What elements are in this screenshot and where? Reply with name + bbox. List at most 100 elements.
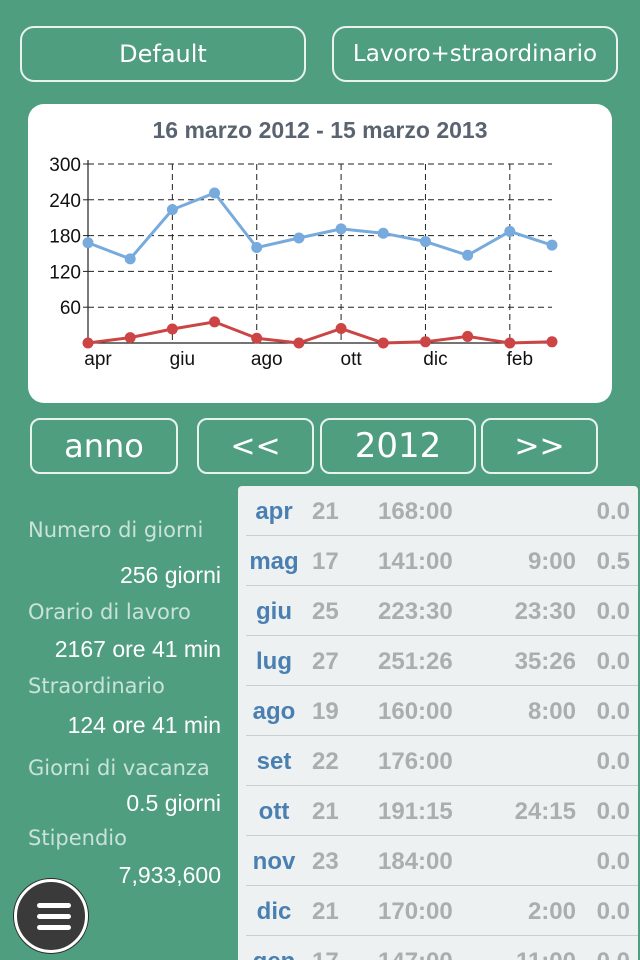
series-point-1 (82, 337, 94, 349)
y-tick-label: 180 (49, 227, 81, 248)
month-cell: dic (256, 898, 292, 925)
series-point-0 (419, 236, 431, 248)
vacation-cell: 0.0 (596, 898, 630, 925)
table-row[interactable]: nov 23 184:00 0.0 (238, 836, 638, 886)
hours-cell: 141:00 (378, 548, 453, 575)
hours-cell: 170:00 (378, 898, 453, 925)
overtime-cell: 23:30 (514, 598, 576, 625)
overtime-cell: 24:15 (514, 798, 576, 825)
series-point-1 (293, 337, 305, 349)
series-point-1 (419, 336, 431, 348)
y-tick-label: 300 (49, 155, 81, 176)
table-row[interactable]: apr 21 168:00 0.0 (238, 486, 638, 536)
row-separator (246, 585, 638, 586)
vacation-cell: 0.0 (596, 648, 630, 675)
hours-cell: 176:00 (378, 748, 453, 775)
month-cell: apr (255, 498, 293, 525)
row-separator (246, 685, 638, 686)
default-button[interactable]: Default (20, 26, 306, 82)
overtime-cell: 9:00 (527, 548, 576, 575)
vacation-cell: 0.0 (596, 598, 630, 625)
vacation-days-label: Giorni di vacanza (28, 756, 210, 780)
x-tick-label: feb (507, 349, 533, 370)
row-separator (246, 835, 638, 836)
series-line-0 (87, 191, 553, 261)
y-tick-label: 240 (49, 191, 81, 212)
days-cell: 17 (312, 548, 339, 575)
vacation-cell: 0.0 (596, 698, 630, 725)
y-tick-label: 60 (60, 298, 81, 319)
overtime-cell: 2:00 (527, 898, 576, 925)
table-row[interactable]: ago 19 160:00 8:00 0.0 (238, 686, 638, 736)
table-row[interactable]: set 22 176:00 0.0 (238, 736, 638, 786)
year-button[interactable]: 2012 (320, 418, 476, 474)
series-point-1 (462, 330, 474, 342)
days-cell: 21 (312, 498, 339, 525)
vacation-cell: 0.0 (597, 948, 630, 960)
previous-year-button[interactable]: << (197, 418, 314, 474)
overtime-cell: 8:00 (527, 698, 576, 725)
next-year-button[interactable]: >> (481, 418, 598, 474)
table-row[interactable]: lug 27 251:26 35:26 0.0 (238, 636, 638, 686)
series-point-0 (377, 227, 389, 239)
row-separator (246, 535, 638, 536)
salary-label: Stipendio (28, 826, 127, 850)
row-separator (246, 785, 638, 786)
hamburger-menu-icon-bar (37, 925, 71, 930)
month-cell: ott (258, 798, 290, 825)
vacation-cell: 0.0 (596, 798, 630, 825)
series-point-0 (251, 242, 263, 254)
period-button[interactable]: anno (30, 418, 178, 474)
series-point-0 (546, 239, 558, 251)
days-cell: 22 (312, 748, 339, 775)
days-count-label: Numero di giorni (28, 518, 204, 542)
overtime-cell: 11:00 (516, 948, 576, 960)
overtime-label: Straordinario (28, 674, 165, 698)
vacation-cell: 0.0 (596, 498, 630, 525)
table-row[interactable]: dic 21 170:00 2:00 0.0 (238, 886, 638, 936)
hours-cell: 147:00 (378, 948, 453, 960)
vacation-cell: 0.5 (596, 548, 630, 575)
hours-cell: 160:00 (378, 698, 453, 725)
series-point-0 (82, 237, 94, 249)
vacation-cell: 0.0 (596, 848, 630, 875)
lavoro-straordinario-button[interactable]: Lavoro+straordinario (332, 26, 618, 82)
series-point-1 (209, 316, 221, 328)
line-chart: 16 marzo 2012 - 15 marzo 2013 60 120 180 240… (49, 117, 558, 370)
x-tick-label: dic (423, 349, 447, 370)
x-tick-label: ago (251, 349, 283, 370)
hours-cell: 184:00 (378, 848, 453, 875)
hours-cell: 191:15 (378, 798, 453, 825)
days-cell: 21 (312, 898, 339, 925)
chart-card: 16 marzo 2012 - 15 marzo 2013 60 120 180 240… (28, 104, 612, 403)
table-row[interactable]: mag 17 141:00 9:00 0.5 (238, 536, 638, 586)
vacation-days-value: 0.5 giorni (126, 790, 221, 816)
hamburger-menu-icon-bar (37, 914, 71, 919)
monthly-table[interactable]: apr 21 168:00 0.0 mag 17 141:00 9:00 0.5 giu 25 223… (238, 486, 638, 960)
salary-value: 7,933,600 (118, 862, 221, 888)
days-cell: 21 (312, 798, 339, 825)
table-row[interactable]: giu 25 223:30 23:30 0.0 (238, 586, 638, 636)
days-cell: 27 (312, 648, 339, 675)
hours-cell: 251:26 (378, 648, 453, 675)
row-separator (246, 635, 638, 636)
hours-cell: 168:00 (378, 498, 453, 525)
series-point-1 (166, 323, 178, 335)
series-point-1 (124, 332, 136, 344)
chart-title: 16 marzo 2012 - 15 marzo 2013 (153, 117, 488, 143)
series-point-0 (166, 204, 178, 216)
series-point-1 (335, 323, 347, 335)
month-cell: gen (246, 948, 302, 960)
series-point-1 (251, 332, 263, 344)
series-point-0 (124, 253, 136, 265)
month-cell: mag (249, 548, 299, 575)
table-row[interactable]: gen 17 147:00 11:00 0.0 (238, 936, 638, 960)
vacation-cell: 0.0 (596, 748, 630, 775)
series-point-1 (504, 337, 516, 349)
hamburger-menu-icon (37, 903, 71, 908)
row-separator (246, 935, 638, 936)
table-row[interactable]: ott 21 191:15 24:15 0.0 (238, 786, 638, 836)
menu-button[interactable] (14, 879, 88, 953)
x-tick-label: apr (84, 349, 112, 370)
overtime-value: 124 ore 41 min (67, 712, 221, 738)
